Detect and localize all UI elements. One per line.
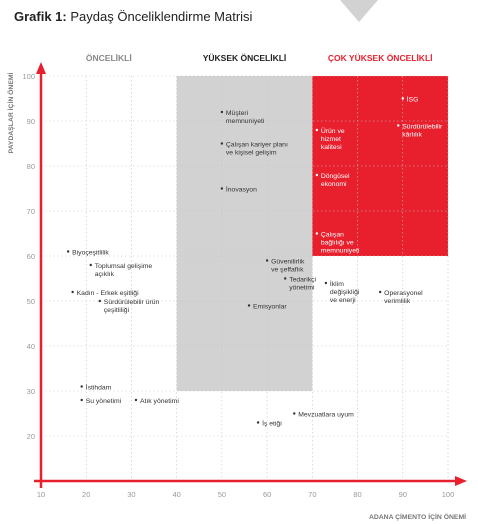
data-point-label: ve şeffaflık xyxy=(271,267,304,274)
data-point-label: Çalışan kariyer planı xyxy=(226,142,288,149)
data-point-label: kalitesi xyxy=(321,144,342,151)
data-point-label: ekonomi xyxy=(321,181,347,188)
data-point-label: Ürün ve xyxy=(321,127,345,135)
data-point xyxy=(315,173,319,177)
x-tick-label: 40 xyxy=(172,490,180,499)
data-point xyxy=(247,304,251,307)
chart-title-bold: Grafik 1: xyxy=(14,9,67,24)
x-tick-label: 50 xyxy=(218,490,226,499)
data-point-label: Güvenilirlik xyxy=(271,259,305,266)
x-tick-label: 100 xyxy=(442,490,455,499)
data-point-label: hizmet xyxy=(321,136,341,143)
data-point xyxy=(98,299,101,303)
data-point xyxy=(284,277,287,280)
data-point-label: kârlılık xyxy=(402,132,422,139)
data-point-label: ve enerji xyxy=(330,297,356,304)
zone-label-priority: ÖNCELİKLİ xyxy=(86,53,132,63)
data-point-label: Su yönetimi xyxy=(86,398,122,405)
data-point xyxy=(220,142,224,145)
y-tick-label: 90 xyxy=(27,117,35,126)
chart-title: Grafik 1: Paydaş Önceliklendirme Matrisi xyxy=(14,9,252,24)
data-point-label: Kadın - Erkek eşitliği xyxy=(77,290,139,297)
data-point-label: Döngüsel xyxy=(321,173,350,180)
data-point xyxy=(71,290,74,294)
y-tick-label: 80 xyxy=(27,162,35,171)
data-point-label: Toplumsal gelişime xyxy=(95,263,153,270)
x-tick-label: 30 xyxy=(127,490,135,499)
data-point xyxy=(265,259,269,262)
y-tick-label: 100 xyxy=(22,72,35,81)
data-point-label: memnuniyeti xyxy=(321,248,360,255)
data-point-label: İnovasyon xyxy=(226,185,257,194)
y-axis-title: PAYDAŞLAR İÇİN ÖNEMİ xyxy=(6,72,15,153)
x-tick-label: 60 xyxy=(263,490,271,499)
zone-label-very-high-priority: ÇOK YÜKSEK ÖNCELİKLİ xyxy=(328,53,433,63)
data-point xyxy=(134,398,138,402)
data-point-label: açıklık xyxy=(95,271,115,278)
data-point xyxy=(401,97,404,100)
data-point xyxy=(397,124,400,127)
header-notch-decoration xyxy=(340,0,378,22)
very-high-priority-zone xyxy=(312,76,448,256)
x-tick-label: 80 xyxy=(353,490,361,499)
x-axis-arrow-icon xyxy=(455,476,467,486)
data-point xyxy=(315,232,319,235)
data-point-label: Emisyonlar xyxy=(253,304,287,311)
y-tick-label: 70 xyxy=(27,207,35,216)
x-axis-title: ADANA ÇİMENTO İÇİN ÖNEMİ xyxy=(369,512,466,521)
data-point xyxy=(324,281,328,285)
chart-title-text: Paydaş Önceliklendirme Matrisi xyxy=(70,9,253,24)
data-point xyxy=(315,128,319,132)
y-tick-label: 30 xyxy=(27,387,35,396)
data-point xyxy=(378,290,382,294)
data-point-label: ve kişisel gelişim xyxy=(226,150,277,157)
data-point xyxy=(66,250,70,253)
x-tick-label: 10 xyxy=(37,490,45,499)
data-point xyxy=(220,187,224,190)
data-point-label: Mevzuatlara uyum xyxy=(298,412,354,419)
data-point-label: Çalışan xyxy=(321,232,344,239)
data-point-label: yönetimi xyxy=(289,285,315,292)
data-point-label: İstihdam xyxy=(86,383,112,392)
x-tick-label: 70 xyxy=(308,490,316,499)
data-point-label: verimlilik xyxy=(384,298,411,305)
data-point xyxy=(256,421,260,424)
data-point xyxy=(80,385,83,388)
data-point-label: bağlılığı ve xyxy=(321,240,354,247)
data-point xyxy=(89,263,92,267)
data-point-label: Operasyonel xyxy=(384,290,423,297)
y-tick-label: 60 xyxy=(27,252,35,261)
data-point-label: Biyoçeşitlilik xyxy=(72,250,109,257)
y-tick-label: 50 xyxy=(27,297,35,306)
data-point-label: Atık yönetimi xyxy=(140,398,179,405)
data-point-label: değişikliği xyxy=(330,289,360,296)
y-tick-label: 40 xyxy=(27,342,35,351)
data-point-label: Sürdürülebilir xyxy=(402,124,443,131)
x-tick-label: 90 xyxy=(399,490,407,499)
x-tick-label: 20 xyxy=(82,490,90,499)
data-point-label: Sürdürülebilir ürün xyxy=(104,299,160,306)
data-point-label: çeşitliliği xyxy=(104,307,130,314)
data-point xyxy=(80,398,83,402)
data-point-label: İSG xyxy=(407,95,419,104)
data-point-label: İklim xyxy=(330,279,344,288)
y-axis-arrow-icon xyxy=(36,62,46,74)
zone-label-high-priority: YÜKSEK ÖNCELİKLİ xyxy=(203,53,287,63)
data-point-label: İş etiği xyxy=(262,419,282,428)
data-point-label: Müşteri xyxy=(226,110,249,117)
data-point-label: memnuniyeti xyxy=(226,118,265,125)
data-point xyxy=(293,412,296,415)
data-point xyxy=(220,110,224,114)
high-priority-zone xyxy=(176,76,313,391)
data-point-label: Tedarikçi xyxy=(289,277,316,284)
y-tick-label: 20 xyxy=(27,432,35,441)
